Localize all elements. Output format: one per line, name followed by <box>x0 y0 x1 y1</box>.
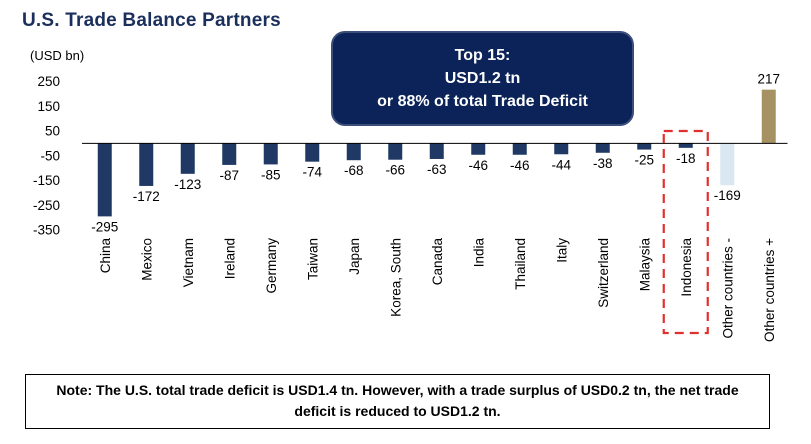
y-tick-label: 150 <box>37 99 60 114</box>
indonesia-highlight-box <box>662 129 709 335</box>
bar <box>512 143 527 155</box>
x-tick-label: Japan <box>347 238 362 275</box>
bar <box>97 143 112 217</box>
bar <box>222 143 237 165</box>
x-tick-label: China <box>98 238 113 274</box>
bar <box>554 143 569 155</box>
y-axis-unit-label: (USD bn) <box>30 48 85 63</box>
y-tick-label: -50 <box>40 148 60 163</box>
x-tick-label: Other countries + <box>762 238 777 342</box>
data-label: -85 <box>261 167 281 182</box>
bar <box>263 143 278 165</box>
x-tick-label: Indonesia <box>679 238 694 297</box>
x-tick-label: Mexico <box>139 238 154 281</box>
data-label: -123 <box>174 177 201 192</box>
bar <box>678 143 693 148</box>
data-labels-group: -295 -172 -123 -87 -85 -74 -68 -66 -63 -46 -46 -44 -… <box>91 72 780 235</box>
bar <box>429 143 444 159</box>
y-tick-label: -150 <box>33 173 60 188</box>
bar <box>637 143 652 150</box>
data-label: -74 <box>302 165 322 180</box>
x-tick-label: Other countries - <box>720 238 735 339</box>
y-tick-label: -250 <box>33 198 60 213</box>
x-tick-label: Germany <box>264 238 279 294</box>
y-axis-ticks: 250 150 50 -50 -150 -250 -350 <box>33 74 60 238</box>
data-label: -44 <box>551 157 571 172</box>
top15-callout-box: Top 15: USD1.2 tn or 88% of total Trade … <box>331 31 634 126</box>
footnote-box: Note: The U.S. total trade deficit is US… <box>25 374 770 429</box>
x-tick-label: Italy <box>554 238 569 263</box>
data-label: -66 <box>385 163 405 178</box>
x-tick-label: India <box>471 238 486 268</box>
data-label: -46 <box>510 158 530 173</box>
data-label: -46 <box>468 158 488 173</box>
data-label: -87 <box>219 168 239 183</box>
data-label: -18 <box>676 151 696 166</box>
bar <box>305 143 320 162</box>
y-tick-label: 250 <box>37 74 60 89</box>
data-label: -63 <box>427 162 447 177</box>
x-tick-label: Vietnam <box>181 238 196 287</box>
x-tick-label: Malaysia <box>637 238 652 292</box>
data-label: -38 <box>593 156 613 171</box>
data-label: -25 <box>634 153 654 168</box>
x-tick-label: Canada <box>430 238 445 286</box>
bar <box>139 143 154 186</box>
y-tick-label: 50 <box>45 124 60 139</box>
y-tick-label: -350 <box>33 223 60 238</box>
bar <box>720 143 735 186</box>
bar <box>388 143 403 160</box>
data-label: -68 <box>344 163 364 178</box>
bar <box>346 143 361 161</box>
x-tick-label: Thailand <box>513 238 528 290</box>
x-axis-ticks: China Mexico Vietnam Ireland Germany Taiwan Ja… <box>98 238 777 342</box>
bar <box>595 143 610 153</box>
callout-line-3: or 88% of total Trade Deficit <box>377 93 588 110</box>
data-label: -295 <box>91 219 118 234</box>
data-label: 217 <box>757 72 780 87</box>
callout-line-1: Top 15: <box>454 47 511 64</box>
data-label: -172 <box>133 189 160 204</box>
chart-title: U.S. Trade Balance Partners <box>22 10 281 31</box>
x-tick-label: Taiwan <box>305 238 320 280</box>
x-tick-label: Korea, South <box>388 238 403 317</box>
x-tick-label: Switzerland <box>596 238 611 308</box>
bars-group <box>97 89 776 217</box>
data-label: -169 <box>714 188 741 203</box>
bar <box>761 89 776 144</box>
x-tick-label: Ireland <box>222 238 237 279</box>
bar <box>471 143 486 155</box>
callout-line-2: USD1.2 tn <box>444 70 521 87</box>
bar <box>180 143 195 174</box>
